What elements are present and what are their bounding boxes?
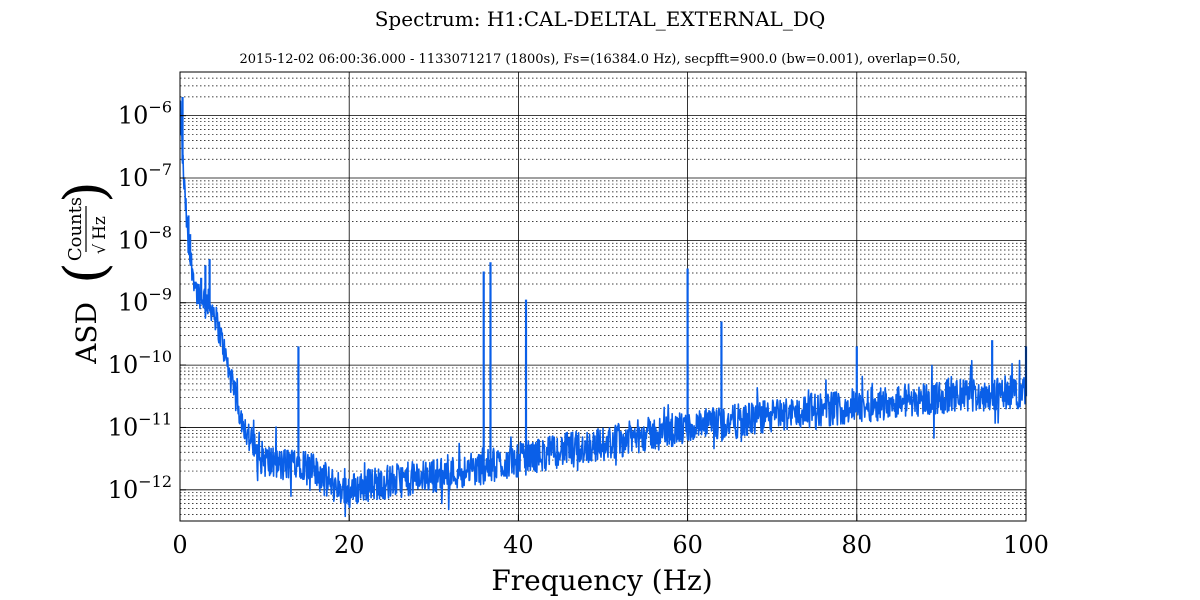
y-axis-ticks: 10−12 10−11 10−10 10−9 10−8 10−7 10−6 (108, 98, 186, 504)
y-tick-label: 10−6 (118, 98, 172, 130)
x-tick-label: 100 (1003, 531, 1049, 559)
asd-trace (179, 100, 1027, 518)
y-axis-label: ASD ( Counts √ Hz ) (53, 181, 118, 365)
plot-frame (179, 71, 1027, 522)
chart-title: Spectrum: H1:CAL-DELTAL_EXTERNAL_DQ (375, 7, 826, 31)
x-tick-label: 20 (334, 531, 365, 559)
y-axis-left-paren: ( (53, 262, 118, 284)
axes-border (179, 71, 1027, 522)
y-tick-label: 10−11 (108, 409, 172, 441)
y-tick-label: 10−9 (118, 285, 172, 317)
x-tick-label: 0 (172, 531, 187, 559)
x-tick-label: 60 (672, 531, 703, 559)
chart-subtitle: 2015-12-02 06:00:36.000 - 1133071217 (18… (239, 52, 960, 67)
y-tick-label: 10−10 (108, 347, 172, 379)
y-tick-label: 10−12 (108, 472, 172, 504)
x-axis-label: Frequency (Hz) (491, 564, 712, 597)
x-tick-label: 40 (503, 531, 534, 559)
y-axis-label-prefix: ASD (70, 302, 103, 365)
y-tick-label: 10−7 (118, 160, 172, 192)
y-axis-sqrt-symbol: √ (90, 243, 109, 254)
x-axis-ticks: 0 20 40 60 80 100 (172, 515, 1049, 559)
y-axis-label-numerator: Counts (65, 197, 86, 261)
y-axis-label-denominator: Hz (90, 216, 110, 240)
y-tick-label: 10−8 (118, 222, 172, 254)
x-tick-label: 80 (842, 531, 873, 559)
y-axis-right-paren: ) (53, 181, 118, 203)
